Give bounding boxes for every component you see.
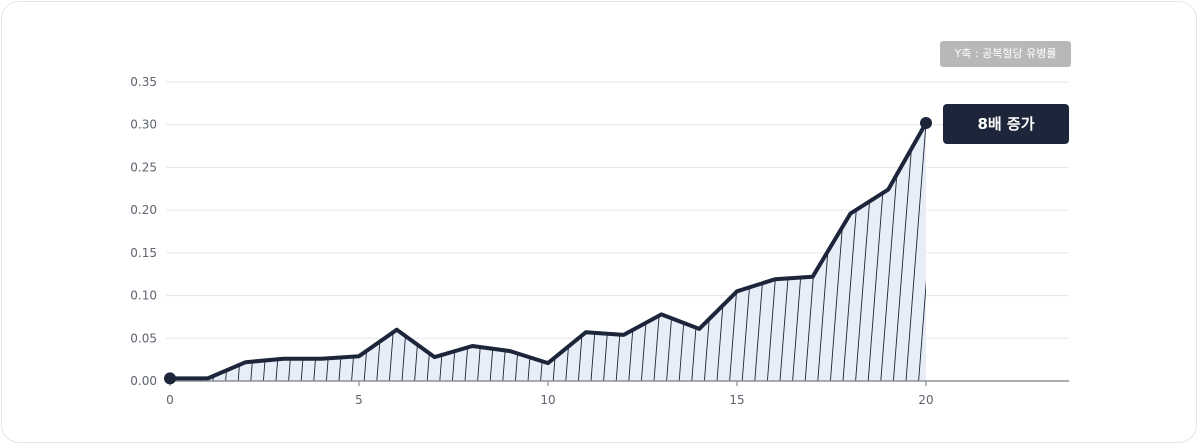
hatch-line: [170, 123, 188, 381]
y-tick-label: 0.30: [130, 118, 157, 132]
area-fill-shape: [170, 123, 926, 381]
series-line: [168, 121, 928, 381]
hatch-line: [477, 123, 503, 381]
hatch-line: [187, 123, 213, 381]
hatch-line: [489, 123, 515, 381]
hatch-line: [540, 123, 566, 381]
y-tick-labels: 0.00 0.05 0.10 0.15 0.20 0.25 0.30 0.35: [130, 75, 157, 388]
hatch-line: [275, 123, 301, 381]
y-tick-label: 0.15: [130, 246, 157, 260]
x-tick-label: 10: [540, 393, 555, 407]
y-tick-label: 0.35: [130, 75, 157, 89]
hatch-line: [439, 123, 465, 381]
y-tick-label: 0.10: [130, 289, 157, 303]
hatch-line: [288, 123, 314, 381]
hatch-line: [212, 123, 238, 381]
hatch-line: [325, 123, 351, 381]
y-tick-label: 0.00: [130, 374, 157, 388]
hatch-line: [414, 123, 440, 381]
x-tick-label: 0: [166, 393, 174, 407]
hatch-line: [351, 123, 377, 381]
hatch-line: [918, 123, 926, 381]
area-fill: [170, 123, 926, 381]
y-tick-label: 0.20: [130, 203, 157, 217]
hatch-line: [502, 123, 528, 381]
hatch-line: [464, 123, 490, 381]
hatch-line: [262, 123, 288, 381]
hatch-line: [514, 123, 540, 381]
series-line-path: [168, 121, 928, 381]
hatch-line: [338, 123, 364, 381]
y-axis-label-badge: Y축 : 공복혈당 유병률: [940, 41, 1071, 67]
hatch-line: [363, 123, 389, 381]
hatch-line: [313, 123, 339, 381]
hatch-line: [237, 123, 263, 381]
x-axis: [166, 380, 1069, 386]
increase-callout: 8배 증가: [943, 104, 1069, 144]
hatch-line: [527, 123, 553, 381]
start-point-marker: [164, 372, 176, 385]
x-tick-label: 5: [355, 393, 363, 407]
y-tick-label: 0.25: [130, 160, 157, 174]
x-tick-labels: 0 5 10 15 20: [166, 393, 933, 407]
grid-lines: [166, 81, 1069, 339]
hatch-line: [199, 123, 225, 381]
hatch-line: [426, 123, 452, 381]
hatch-line: [451, 123, 477, 381]
y-tick-label: 0.05: [130, 331, 157, 345]
hatch-line: [250, 123, 276, 381]
hatch-line: [225, 123, 251, 381]
hatch-line: [905, 123, 926, 381]
hatch-line: [300, 123, 326, 381]
end-point-marker: [920, 117, 932, 130]
x-tick-label: 20: [918, 393, 933, 407]
x-tick-label: 15: [729, 393, 744, 407]
hatch-line: [174, 123, 200, 381]
hatch-line: [552, 123, 578, 381]
end-markers: [164, 117, 932, 385]
